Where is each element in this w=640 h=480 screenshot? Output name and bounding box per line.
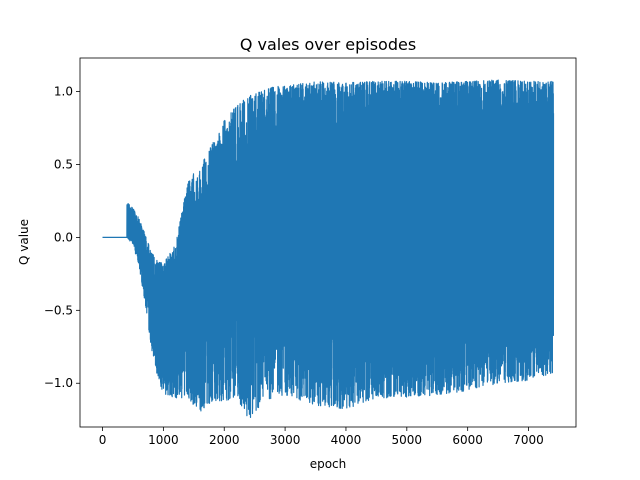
series-line-layer bbox=[102, 79, 555, 418]
y-tick-label: 0.5 bbox=[54, 157, 73, 171]
y-tick-label: 0.0 bbox=[54, 230, 73, 244]
x-tick-label: 7000 bbox=[513, 433, 544, 447]
x-tick-label: 2000 bbox=[209, 433, 240, 447]
x-tick-label: 5000 bbox=[392, 433, 423, 447]
x-axis-label: epoch bbox=[310, 457, 347, 471]
plot-frame bbox=[79, 57, 577, 428]
x-tick-label: 0 bbox=[99, 433, 107, 447]
x-tick-label: 3000 bbox=[270, 433, 301, 447]
x-tick-label: 1000 bbox=[148, 433, 179, 447]
y-tick-label: 1.0 bbox=[54, 85, 73, 99]
x-tick-label: 4000 bbox=[331, 433, 362, 447]
y-axis-label: Q value bbox=[17, 219, 31, 265]
q-value-series-line bbox=[102, 79, 555, 418]
chart-title: Q vales over episodes bbox=[240, 35, 416, 54]
y-tick-label: −1.0 bbox=[44, 376, 73, 390]
axes-layer: 0 1000 2000 3000 4000 5000 6000 7000 −1.0 −0.5 0.0… bbox=[44, 85, 544, 447]
x-tick-label: 6000 bbox=[452, 433, 483, 447]
y-tick-label: −0.5 bbox=[44, 303, 73, 317]
